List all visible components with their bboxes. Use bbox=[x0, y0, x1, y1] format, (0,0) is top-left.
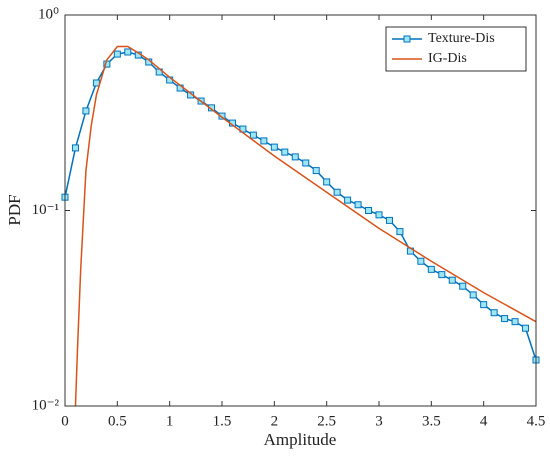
x-tick-label: 2 bbox=[271, 413, 279, 429]
x-tick-label: 2.5 bbox=[317, 413, 336, 429]
marker bbox=[270, 143, 278, 151]
marker bbox=[365, 207, 373, 214]
marker bbox=[260, 137, 268, 145]
y-tick-label: 10⁻¹ bbox=[32, 202, 59, 218]
marker bbox=[333, 188, 341, 196]
x-tick-label: 1 bbox=[166, 413, 174, 429]
marker bbox=[113, 50, 121, 58]
marker bbox=[427, 265, 435, 273]
marker bbox=[522, 324, 530, 332]
x-tick-label: 4 bbox=[480, 413, 488, 429]
marker bbox=[249, 131, 257, 139]
marker bbox=[469, 291, 477, 299]
x-tick-label: 0 bbox=[61, 413, 69, 429]
y-tick-label: 10⁰ bbox=[38, 6, 59, 22]
legend-marker bbox=[403, 35, 411, 43]
x-axis-label: Amplitude bbox=[264, 430, 337, 449]
marker bbox=[438, 271, 446, 279]
marker bbox=[124, 48, 132, 56]
legend: Texture-Dis IG-Dis bbox=[385, 26, 527, 72]
marker bbox=[312, 167, 320, 175]
marker bbox=[323, 178, 331, 186]
legend-label: IG-Dis bbox=[428, 51, 467, 66]
x-tick-label: 4.5 bbox=[527, 413, 546, 429]
marker bbox=[82, 107, 90, 115]
marker bbox=[375, 211, 383, 219]
marker bbox=[344, 196, 352, 204]
marker bbox=[480, 301, 488, 309]
series-line bbox=[74, 45, 537, 407]
marker bbox=[291, 153, 299, 161]
x-tick-label: 1.5 bbox=[213, 413, 232, 429]
marker bbox=[302, 159, 310, 167]
x-tick-label: 0.5 bbox=[108, 413, 127, 429]
marker bbox=[385, 216, 393, 224]
marker bbox=[490, 309, 498, 317]
marker bbox=[281, 148, 289, 156]
marker bbox=[511, 318, 519, 326]
legend-box bbox=[385, 26, 527, 72]
marker bbox=[459, 282, 467, 290]
marker bbox=[354, 201, 362, 209]
series-line bbox=[64, 51, 537, 361]
marker bbox=[448, 276, 456, 284]
marker bbox=[92, 79, 100, 87]
marker bbox=[218, 112, 226, 120]
x-tick-label: 3 bbox=[375, 413, 383, 429]
y-axis-label: PDF bbox=[5, 194, 24, 225]
legend-label: Texture-Dis bbox=[428, 31, 495, 46]
y-tick-label: 10⁻² bbox=[32, 397, 60, 413]
x-tick-label: 3.5 bbox=[422, 413, 441, 429]
marker bbox=[71, 144, 79, 152]
marker bbox=[501, 315, 509, 323]
plot-frame bbox=[64, 14, 537, 407]
marker bbox=[417, 257, 425, 265]
marker bbox=[396, 228, 404, 236]
